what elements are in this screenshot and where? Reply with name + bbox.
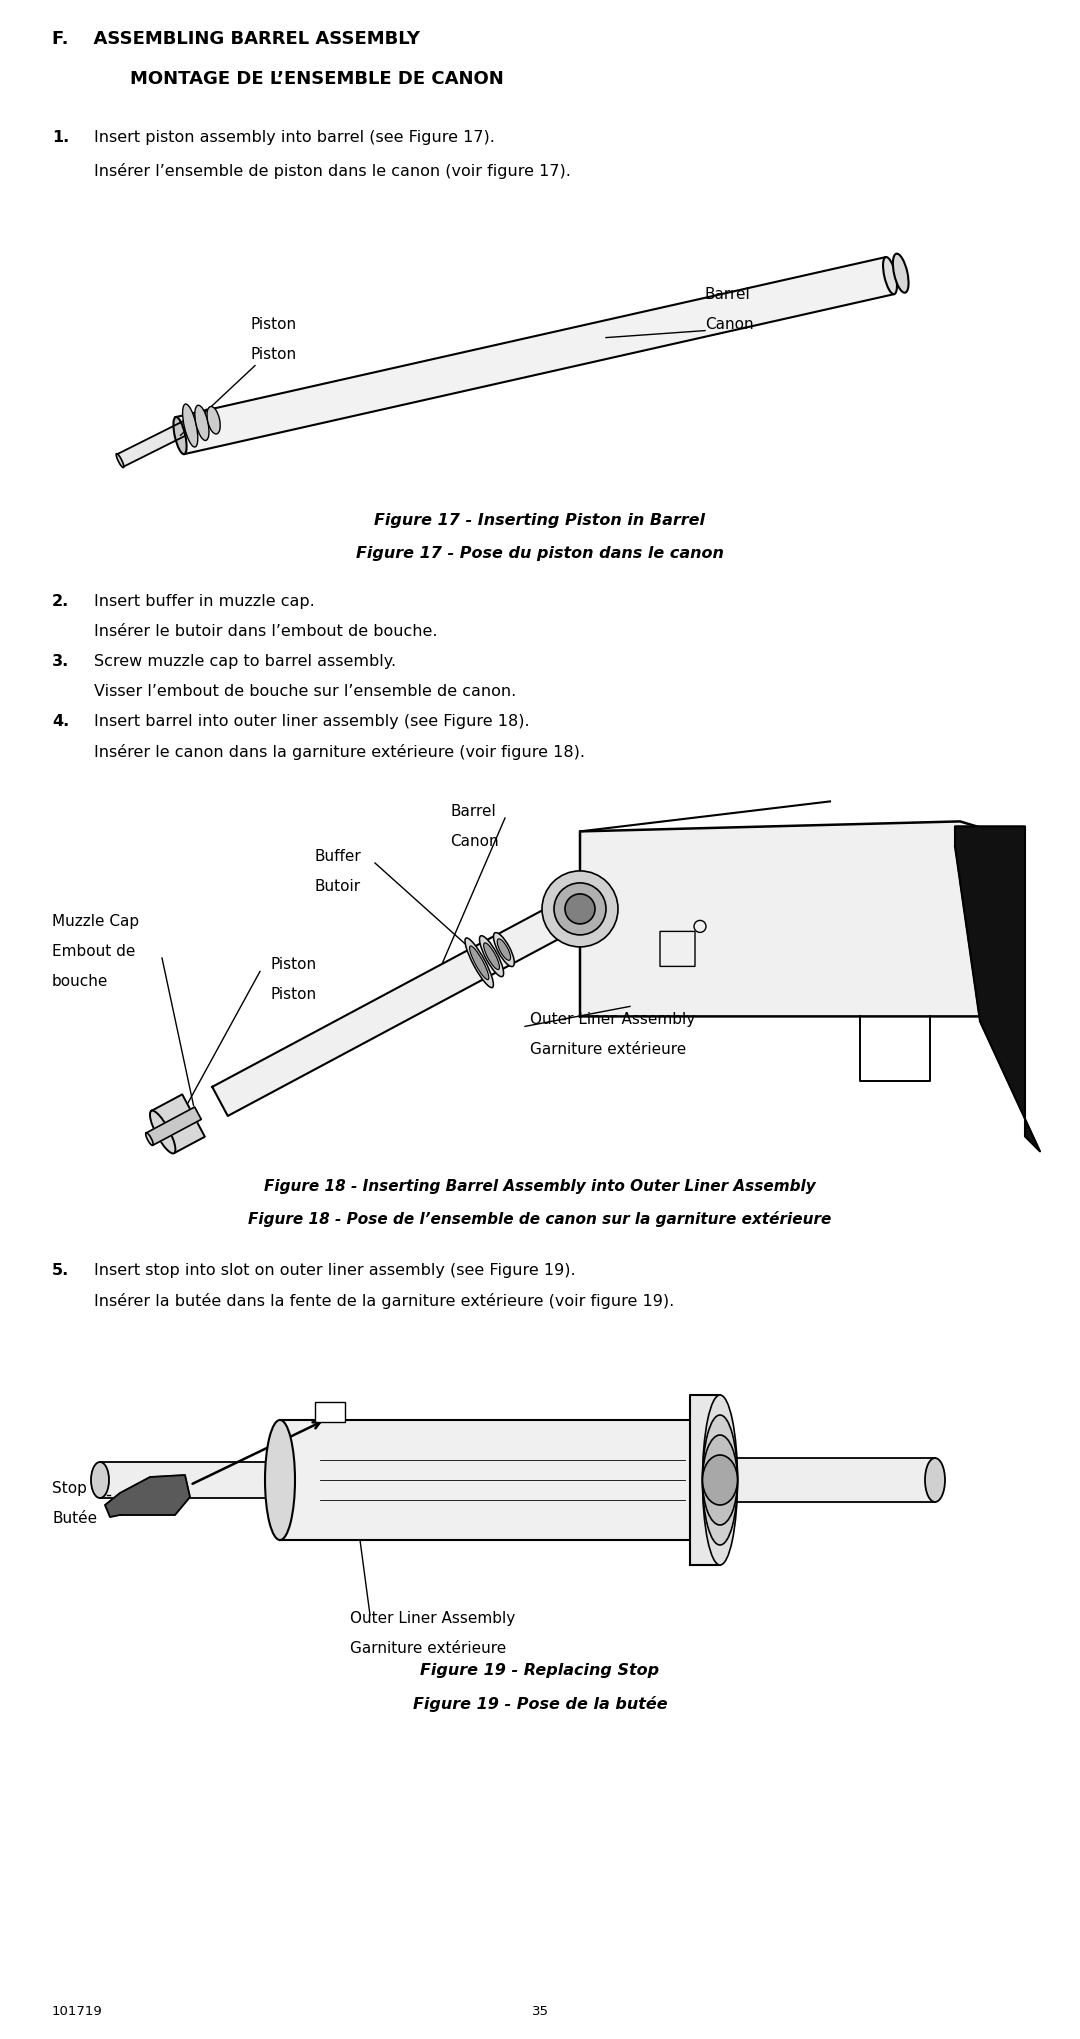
Text: Insert piston assembly into barrel (see Figure 17).: Insert piston assembly into barrel (see …: [94, 130, 495, 145]
Ellipse shape: [883, 257, 897, 296]
Ellipse shape: [194, 406, 208, 440]
Text: Butoir: Butoir: [315, 879, 361, 893]
Polygon shape: [151, 1095, 205, 1154]
Text: Figure 17 - Pose du piston dans le canon: Figure 17 - Pose du piston dans le canon: [356, 546, 724, 561]
Ellipse shape: [702, 1435, 738, 1525]
Polygon shape: [100, 1462, 268, 1499]
Text: Figure 19 - Replacing Stop: Figure 19 - Replacing Stop: [420, 1662, 660, 1678]
Text: Piston: Piston: [249, 347, 296, 361]
Ellipse shape: [207, 408, 220, 434]
Ellipse shape: [174, 418, 187, 455]
Text: Insérer l’ensemble de piston dans le canon (voir figure 17).: Insérer l’ensemble de piston dans le can…: [94, 163, 571, 179]
Ellipse shape: [91, 1462, 109, 1499]
Text: Insert buffer in muzzle cap.: Insert buffer in muzzle cap.: [94, 593, 314, 610]
Text: Figure 18 - Inserting Barrel Assembly into Outer Liner Assembly: Figure 18 - Inserting Barrel Assembly in…: [265, 1179, 815, 1193]
Text: Garniture extérieure: Garniture extérieure: [350, 1639, 507, 1656]
Text: bouche: bouche: [52, 973, 108, 989]
Text: Figure 18 - Pose de l’ensemble de canon sur la garniture extérieure: Figure 18 - Pose de l’ensemble de canon …: [248, 1211, 832, 1225]
Text: Barrel: Barrel: [705, 285, 751, 302]
Ellipse shape: [497, 940, 511, 960]
Text: 4.: 4.: [52, 714, 69, 728]
Text: Screw muzzle cap to barrel assembly.: Screw muzzle cap to barrel assembly.: [94, 655, 396, 669]
Text: 1.: 1.: [52, 130, 69, 145]
Circle shape: [565, 895, 595, 924]
Text: Canon: Canon: [450, 834, 499, 848]
Text: Butée: Butée: [52, 1511, 97, 1525]
Ellipse shape: [893, 255, 908, 294]
Text: 3.: 3.: [52, 655, 69, 669]
Text: Piston: Piston: [249, 316, 296, 332]
Text: Garniture extérieure: Garniture extérieure: [530, 1042, 686, 1056]
Text: 5.: 5.: [52, 1262, 69, 1276]
Text: 101719: 101719: [52, 2004, 103, 2017]
Ellipse shape: [146, 1134, 153, 1146]
Circle shape: [554, 883, 606, 936]
Text: Insert barrel into outer liner assembly (see Figure 18).: Insert barrel into outer liner assembly …: [94, 714, 529, 728]
Text: F.    ASSEMBLING BARREL ASSEMBLY: F. ASSEMBLING BARREL ASSEMBLY: [52, 31, 420, 49]
Ellipse shape: [470, 946, 489, 981]
Text: Outer Liner Assembly: Outer Liner Assembly: [350, 1611, 515, 1625]
Ellipse shape: [702, 1395, 738, 1566]
Ellipse shape: [465, 938, 494, 989]
Text: Piston: Piston: [270, 956, 316, 973]
Ellipse shape: [494, 934, 514, 966]
Text: Visser l’embout de bouche sur l’ensemble de canon.: Visser l’embout de bouche sur l’ensemble…: [94, 683, 516, 699]
Text: Insert stop into slot on outer liner assembly (see Figure 19).: Insert stop into slot on outer liner ass…: [94, 1262, 576, 1276]
Polygon shape: [105, 1476, 190, 1517]
Polygon shape: [212, 895, 588, 1117]
Text: Figure 19 - Pose de la butée: Figure 19 - Pose de la butée: [413, 1694, 667, 1711]
Text: Outer Liner Assembly: Outer Liner Assembly: [530, 1011, 696, 1028]
Circle shape: [542, 871, 618, 948]
Text: Embout de: Embout de: [52, 944, 135, 958]
Text: Stop: Stop: [52, 1480, 86, 1495]
Text: Insérer la butée dans la fente de la garniture extérieure (voir figure 19).: Insérer la butée dans la fente de la gar…: [94, 1293, 674, 1309]
Text: 35: 35: [531, 2004, 549, 2017]
Polygon shape: [176, 259, 894, 455]
Polygon shape: [955, 828, 1040, 1152]
Ellipse shape: [924, 1458, 945, 1503]
Polygon shape: [690, 1395, 720, 1566]
Text: Insérer le butoir dans l’embout de bouche.: Insérer le butoir dans l’embout de bouch…: [94, 624, 437, 638]
Text: Muzzle Cap: Muzzle Cap: [52, 913, 139, 928]
Text: Figure 17 - Inserting Piston in Barrel: Figure 17 - Inserting Piston in Barrel: [375, 512, 705, 528]
Text: Insérer le canon dans la garniture extérieure (voir figure 18).: Insérer le canon dans la garniture extér…: [94, 744, 585, 761]
Ellipse shape: [480, 936, 503, 977]
Ellipse shape: [150, 1111, 175, 1154]
Polygon shape: [146, 1107, 201, 1146]
Text: Canon: Canon: [705, 316, 754, 332]
Text: Barrel: Barrel: [450, 803, 496, 818]
Polygon shape: [280, 1421, 720, 1539]
Text: Buffer: Buffer: [315, 848, 362, 865]
FancyBboxPatch shape: [315, 1403, 345, 1423]
Ellipse shape: [183, 406, 198, 449]
Ellipse shape: [265, 1421, 295, 1539]
Polygon shape: [735, 1458, 935, 1503]
Polygon shape: [580, 822, 1010, 1017]
Text: Piston: Piston: [270, 987, 316, 1001]
Ellipse shape: [117, 455, 124, 469]
Ellipse shape: [702, 1456, 738, 1505]
Text: 2.: 2.: [52, 593, 69, 610]
Ellipse shape: [484, 944, 499, 971]
Polygon shape: [117, 410, 213, 467]
Text: MONTAGE DE L’ENSEMBLE DE CANON: MONTAGE DE L’ENSEMBLE DE CANON: [130, 69, 503, 88]
Ellipse shape: [702, 1415, 738, 1546]
